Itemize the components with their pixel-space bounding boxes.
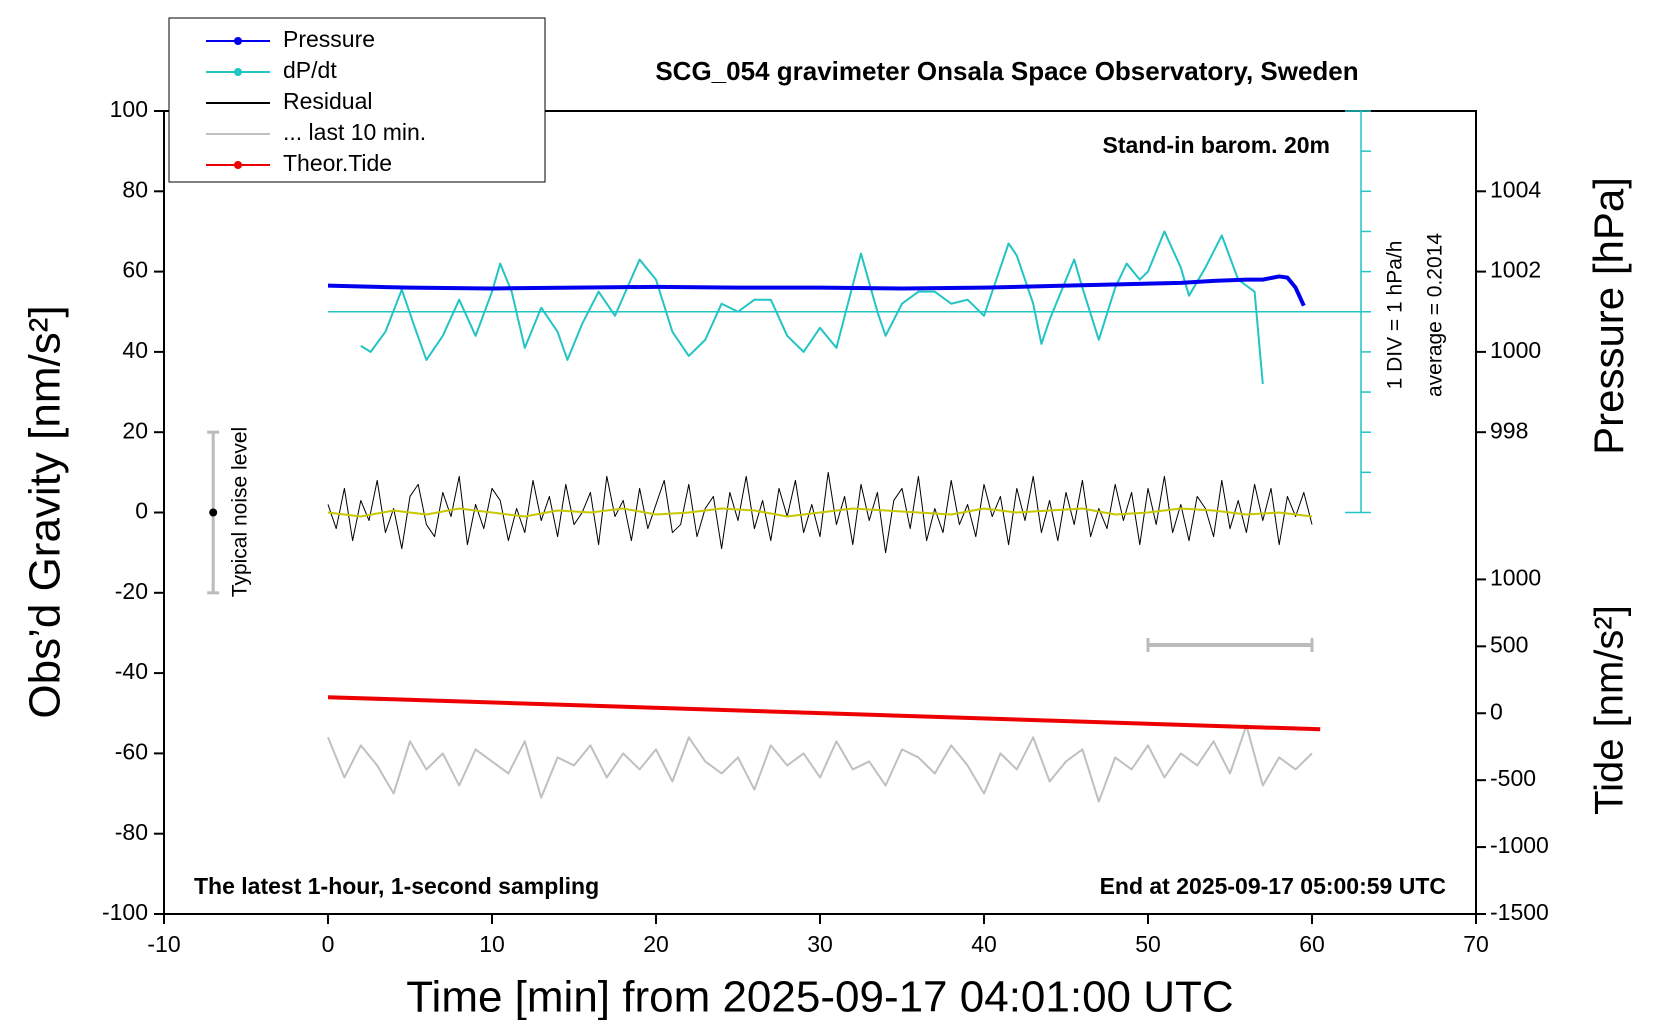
y-tick-label: -80: [115, 819, 148, 845]
annotation: End at 2025-09-17 05:00:59 UTC: [1100, 873, 1446, 899]
annotation: Stand-in barom. 20m: [1103, 132, 1330, 158]
noise-label: Typical noise level: [229, 427, 252, 597]
x-tick-label: 60: [1299, 931, 1325, 957]
y2-axis-title: Pressure [hPa]: [1585, 177, 1632, 455]
y3-tick-label: -1000: [1490, 832, 1549, 858]
series-line: [327, 471, 1313, 554]
series-line: [327, 695, 1321, 732]
legend-label: Theor.Tide: [283, 150, 392, 176]
x-tick-label: 30: [807, 931, 833, 957]
legend: Pressure dP/dt Residual ... last 10 min. The…: [168, 17, 546, 183]
x-tick-label: 50: [1135, 931, 1161, 957]
y3-tick-label: -1500: [1490, 899, 1549, 925]
series-line: [327, 274, 1306, 307]
y2-tick-label: 1002: [1490, 257, 1541, 283]
x-axis-title: Time [min] from 2025-09-17 04:01:00 UTC: [406, 973, 1233, 1020]
legend-marker: [234, 68, 242, 76]
y-tick-label: -40: [115, 658, 148, 684]
y3-tick-label: 500: [1490, 631, 1528, 657]
x-tick-label: 70: [1463, 931, 1489, 957]
series-line: [327, 724, 1313, 803]
y-tick-label: 80: [122, 176, 148, 202]
y3-tick-label: -500: [1490, 765, 1536, 791]
y3-axis-title: Tide [nm/s²]: [1588, 605, 1632, 815]
series-line: [327, 507, 1313, 518]
x-tick-label: 0: [322, 931, 335, 957]
y-tick-label: -60: [115, 738, 148, 764]
legend-box: [168, 17, 546, 183]
y2-tick-label: 1004: [1490, 176, 1541, 202]
legend-label: ... last 10 min.: [283, 119, 426, 145]
y3-tick-label: 0: [1490, 698, 1503, 724]
annotation: The latest 1-hour, 1-second sampling: [194, 873, 599, 899]
y-axis-title: Obs’d Gravity [nm/s²]: [21, 305, 70, 718]
annotation: average = 0.2014: [1424, 233, 1447, 397]
y-tick-label: 100: [110, 96, 148, 122]
legend-marker: [234, 161, 242, 169]
y-tick-label: 0: [135, 498, 148, 524]
legend-label: Pressure: [283, 26, 375, 52]
y2-tick-label: 998: [1490, 417, 1528, 443]
x-tick-label: 40: [971, 931, 997, 957]
x-tick-label: 20: [643, 931, 669, 957]
legend-marker: [234, 37, 242, 45]
legend-label: Residual: [283, 88, 373, 114]
y3-tick-label: 1000: [1490, 564, 1541, 590]
y2-tick-label: 1000: [1490, 337, 1541, 363]
legend-label: dP/dt: [283, 57, 337, 83]
annotation: 1 DIV = 1 hPa/h: [1384, 241, 1407, 390]
noise-dot: [209, 508, 218, 517]
chart-title: SCG_054 gravimeter Onsala Space Observat…: [655, 56, 1358, 86]
y-tick-label: 20: [122, 417, 148, 443]
y-tick-label: 40: [122, 337, 148, 363]
y-tick-label: -20: [115, 578, 148, 604]
series-line: [360, 230, 1264, 385]
x-tick-label: 10: [479, 931, 505, 957]
x-tick-label: -10: [147, 931, 180, 957]
y-tick-label: 60: [122, 257, 148, 283]
y-tick-label: -100: [102, 899, 148, 925]
